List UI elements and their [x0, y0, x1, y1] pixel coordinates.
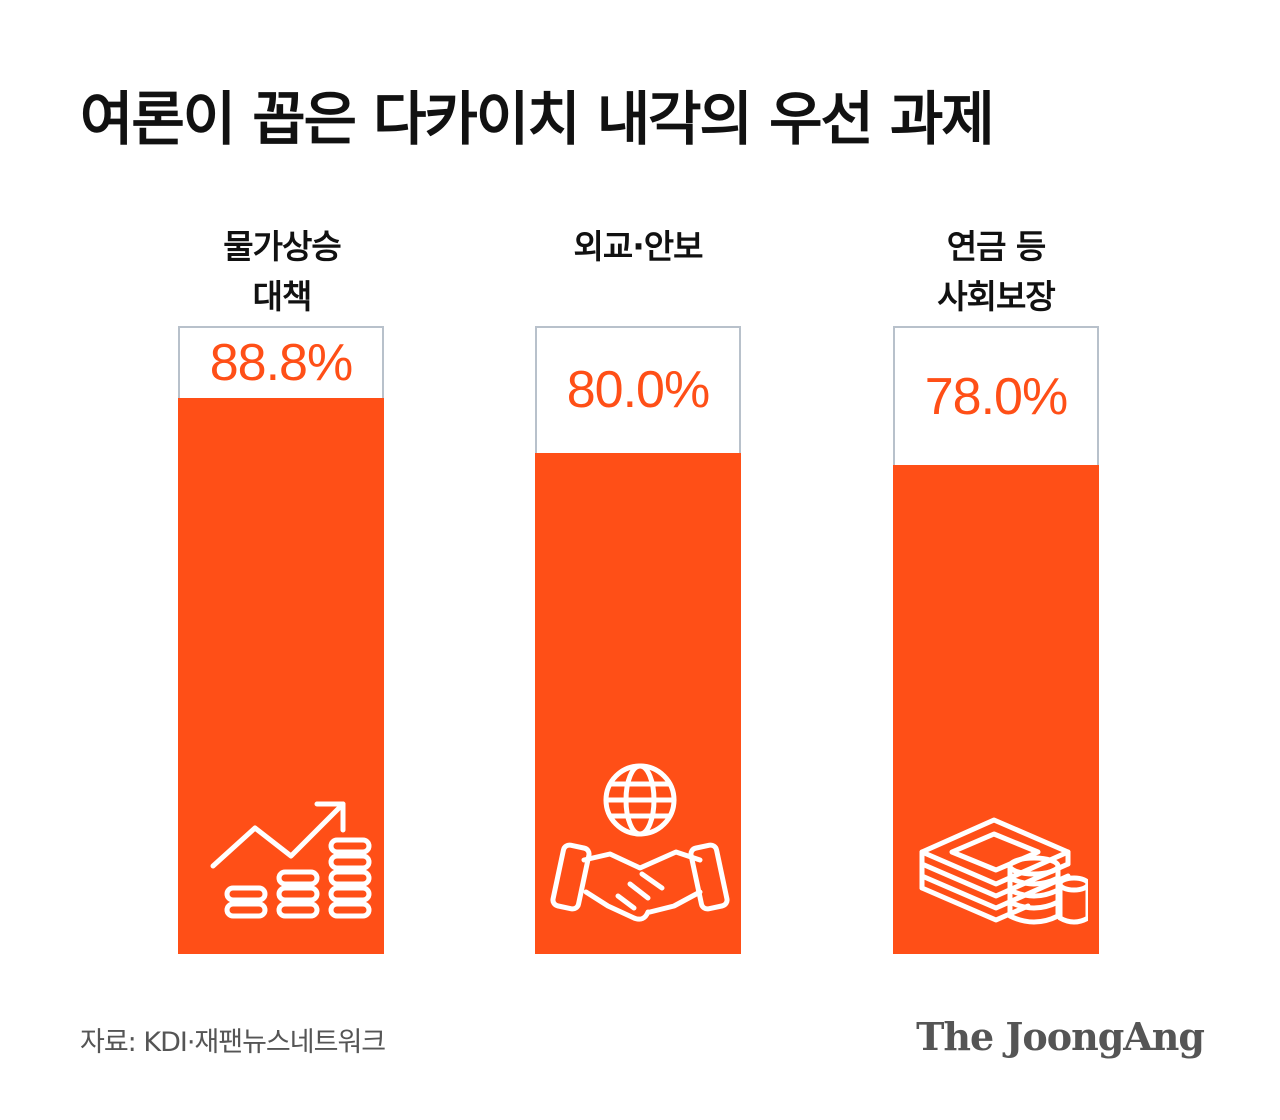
bar: [893, 465, 1099, 954]
cash-stack-coins-icon: [919, 817, 1088, 925]
chart-title: 여론이 꼽은 다카이치 내각의 우선 과제: [80, 85, 995, 153]
source-note: 자료: KDI·재팬뉴스네트워크: [80, 1027, 386, 1058]
category-label: 외교·안보: [573, 227, 704, 266]
brand-logo: The JoongAng: [916, 1014, 1205, 1059]
bar: [178, 397, 384, 954]
rising-chart-coins-icon: [210, 801, 372, 919]
data-label: 80.0%: [566, 361, 710, 420]
bar: [535, 452, 741, 954]
bar-frame: 80.0%: [535, 326, 741, 954]
data-label: 88.8%: [209, 333, 353, 392]
data-label: 78.0%: [924, 367, 1068, 426]
bar-frame: 78.0%: [893, 326, 1099, 954]
bar-frame: 88.8%: [178, 326, 384, 954]
category-label: 물가상승 대책: [223, 227, 341, 316]
globe-handshake-icon: [550, 763, 730, 922]
category-label: 연금 등 사회보장: [937, 227, 1055, 316]
